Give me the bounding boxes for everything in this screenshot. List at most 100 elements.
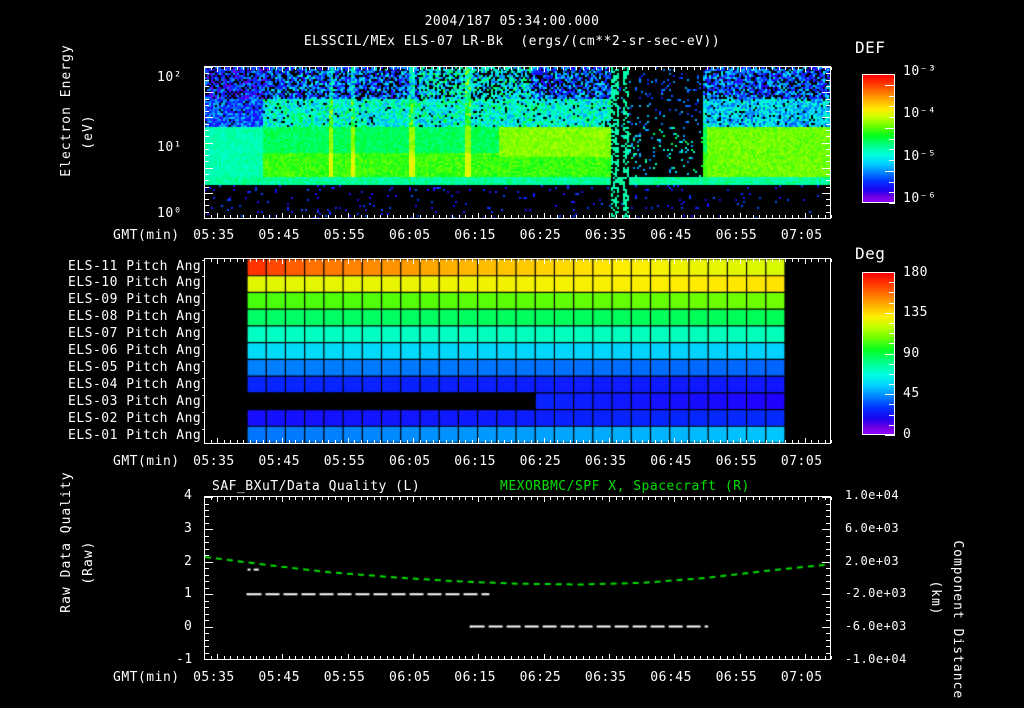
x-tick bbox=[347, 654, 349, 659]
xtick-label: 05:55 bbox=[323, 670, 366, 685]
x-tick bbox=[661, 656, 663, 659]
x-tick bbox=[295, 497, 297, 500]
x-tick bbox=[824, 440, 826, 443]
x-tick bbox=[791, 497, 793, 500]
y-tick bbox=[826, 568, 830, 570]
x-tick bbox=[256, 440, 258, 443]
y-tick bbox=[205, 136, 209, 138]
y-tick bbox=[205, 199, 209, 201]
x-tick bbox=[537, 259, 539, 262]
x-tick bbox=[295, 440, 297, 443]
x-tick bbox=[608, 67, 610, 72]
x-tick bbox=[275, 259, 277, 262]
x-tick bbox=[491, 259, 493, 262]
x-tick bbox=[465, 215, 467, 218]
y-tick bbox=[822, 92, 830, 94]
y-tick bbox=[205, 561, 213, 563]
colorbar-tick bbox=[889, 363, 895, 365]
xtick-label: 05:35 bbox=[193, 454, 235, 469]
x-tick bbox=[720, 656, 721, 659]
y-tick bbox=[205, 607, 209, 609]
x-tick bbox=[406, 656, 408, 659]
x-tick bbox=[622, 259, 623, 262]
y-tick bbox=[826, 79, 830, 81]
x-tick bbox=[445, 440, 447, 443]
x-tick bbox=[217, 438, 219, 443]
x-tick bbox=[360, 497, 362, 500]
x-tick bbox=[556, 440, 558, 443]
x-tick bbox=[497, 497, 499, 500]
x-tick bbox=[236, 67, 238, 70]
x-tick bbox=[386, 656, 388, 659]
x-tick bbox=[223, 259, 225, 262]
x-tick bbox=[759, 440, 761, 443]
x-tick bbox=[511, 497, 512, 500]
x-tick bbox=[315, 440, 316, 443]
x-tick bbox=[249, 67, 251, 70]
x-tick bbox=[269, 215, 271, 218]
colorbar-tick bbox=[889, 160, 895, 161]
x-tick bbox=[543, 654, 545, 659]
colorbar-tick bbox=[889, 138, 895, 140]
bottom-ytick-left: -1 bbox=[176, 652, 193, 667]
x-tick bbox=[765, 440, 767, 443]
y-tick bbox=[205, 79, 209, 81]
xtick-label: 06:45 bbox=[650, 454, 692, 469]
x-tick bbox=[726, 215, 728, 218]
xtick-label: 05:35 bbox=[193, 228, 235, 243]
y-tick bbox=[205, 568, 209, 570]
colorbar-tick bbox=[889, 404, 895, 406]
colorbar-tick bbox=[889, 203, 895, 204]
x-tick bbox=[817, 497, 819, 500]
xtick-label: 06:15 bbox=[454, 228, 496, 243]
x-tick bbox=[706, 215, 708, 218]
x-tick bbox=[550, 215, 552, 218]
x-tick bbox=[680, 656, 682, 659]
x-tick bbox=[680, 440, 682, 443]
y-tick bbox=[826, 123, 830, 125]
x-tick bbox=[543, 497, 545, 502]
x-tick bbox=[661, 497, 663, 500]
deg-colorbar-tick-1: 135 bbox=[903, 305, 928, 320]
x-tick bbox=[249, 215, 251, 218]
x-tick bbox=[295, 67, 297, 70]
x-tick bbox=[445, 497, 447, 500]
x-tick bbox=[700, 67, 702, 70]
x-tick bbox=[569, 67, 571, 70]
x-tick bbox=[471, 656, 473, 659]
colorbar-tick bbox=[889, 373, 895, 375]
x-tick bbox=[746, 67, 748, 70]
x-tick bbox=[504, 440, 506, 443]
bottom-ytick-right: -6.0e+03 bbox=[845, 619, 907, 634]
colorbar-tick bbox=[885, 272, 895, 273]
x-tick bbox=[713, 440, 715, 443]
y-tick bbox=[826, 510, 830, 511]
x-tick bbox=[217, 213, 219, 218]
x-tick bbox=[530, 215, 532, 218]
x-tick bbox=[236, 215, 238, 218]
x-tick bbox=[288, 440, 290, 443]
y-tick bbox=[205, 73, 209, 75]
x-tick bbox=[648, 656, 650, 659]
x-tick bbox=[380, 497, 382, 500]
x-tick bbox=[230, 656, 232, 659]
colorbar-tick bbox=[889, 424, 895, 426]
x-tick bbox=[288, 656, 290, 659]
x-tick bbox=[426, 215, 428, 218]
colorbar-tick bbox=[885, 394, 895, 396]
x-tick bbox=[341, 67, 343, 70]
x-tick bbox=[615, 440, 617, 443]
bottom-ytick-right: -2.0e+03 bbox=[845, 586, 907, 601]
x-tick bbox=[556, 656, 558, 659]
x-tick bbox=[720, 440, 721, 443]
colorbar-tick bbox=[889, 343, 895, 345]
x-tick bbox=[576, 656, 578, 659]
x-tick bbox=[791, 215, 793, 218]
x-tick bbox=[831, 656, 832, 659]
x-tick bbox=[720, 215, 721, 218]
x-tick bbox=[778, 656, 780, 659]
y-tick bbox=[822, 659, 830, 660]
x-tick bbox=[661, 67, 663, 70]
x-tick bbox=[602, 497, 604, 500]
x-tick bbox=[204, 259, 205, 262]
